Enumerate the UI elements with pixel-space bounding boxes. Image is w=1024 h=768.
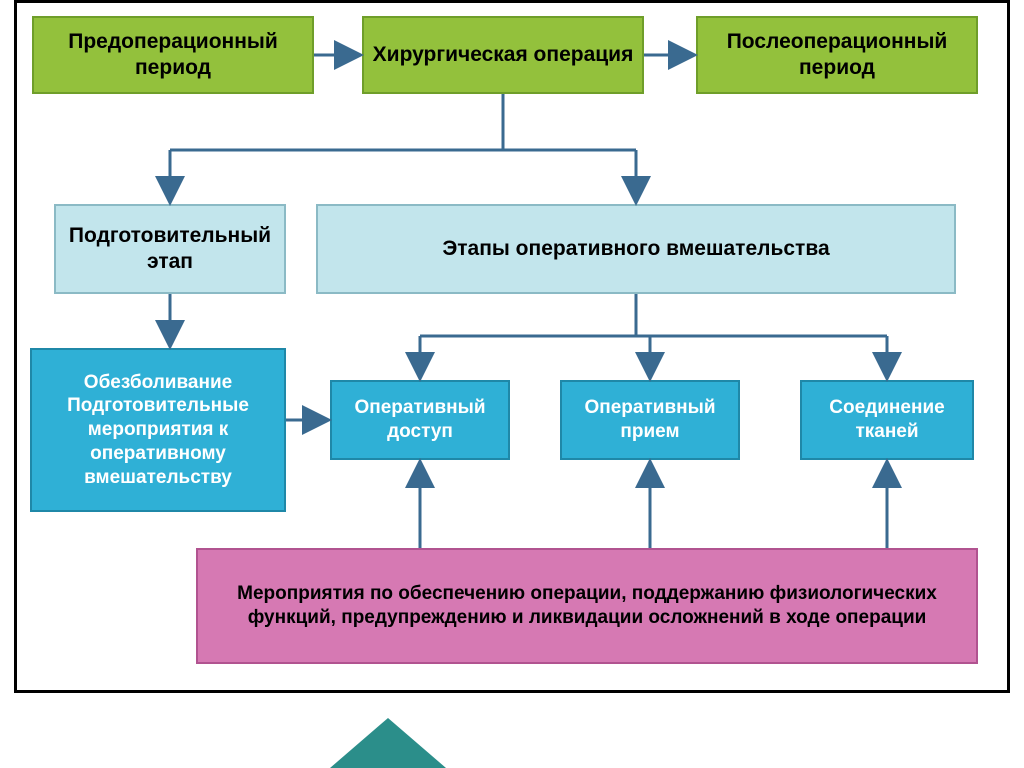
node-support-measures: Мероприятия по обеспечению операции, под… bbox=[196, 548, 978, 664]
node-intervention-stages: Этапы оперативного вмешательства bbox=[316, 204, 956, 294]
node-prep-stage: Подготовительный этап bbox=[54, 204, 286, 294]
node-preop-period: Предоперационный период bbox=[32, 16, 314, 94]
decoration-triangle bbox=[330, 718, 446, 768]
diagram-frame-bottom bbox=[14, 690, 1010, 693]
node-anesthesia-prep: Обезболивание Подготовительные мероприят… bbox=[30, 348, 286, 512]
node-operative-procedure: Оперативный прием bbox=[560, 380, 740, 460]
node-surgery: Хирургическая операция bbox=[362, 16, 644, 94]
node-operative-access: Оперативный доступ bbox=[330, 380, 510, 460]
node-tissue-connection: Соединение тканей bbox=[800, 380, 974, 460]
node-postop-period: Послеоперационный период bbox=[696, 16, 978, 94]
